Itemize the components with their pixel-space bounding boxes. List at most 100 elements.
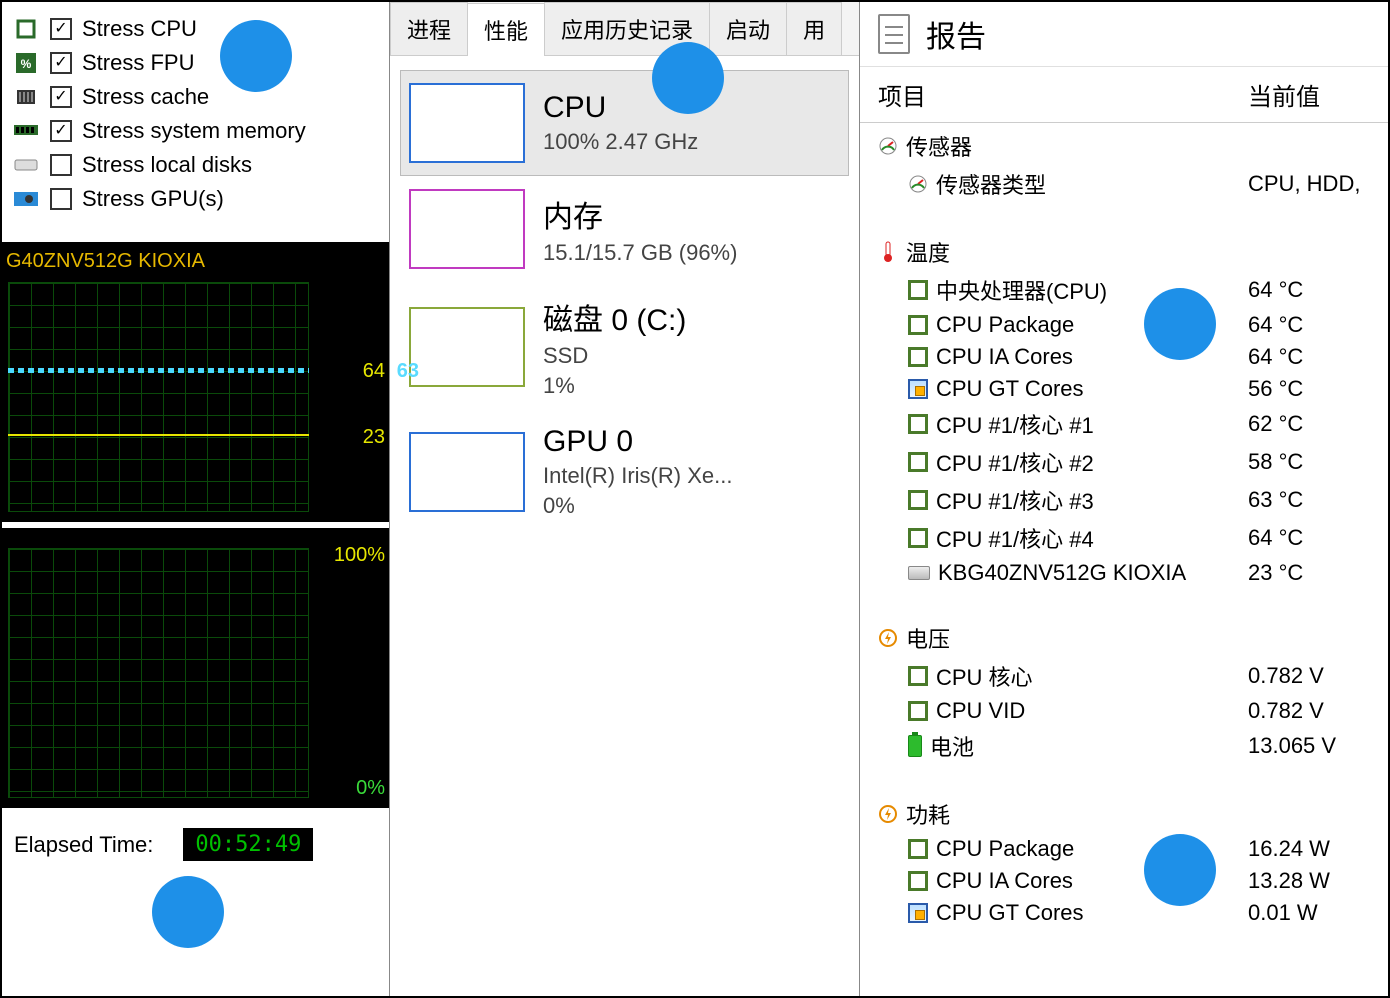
tab-0[interactable]: 进程 bbox=[390, 2, 468, 55]
cache-icon bbox=[12, 86, 40, 108]
tab-1[interactable]: 性能 bbox=[467, 3, 545, 56]
sensor-row[interactable]: 传感器 bbox=[860, 127, 1388, 165]
square-icon bbox=[908, 347, 928, 367]
sensor-row[interactable]: CPU Package 64 °C bbox=[860, 309, 1388, 341]
sensor-row[interactable]: CPU #1/核心 #4 64 °C bbox=[860, 519, 1388, 557]
sensor-value: 56 °C bbox=[1248, 376, 1388, 402]
sensor-value: 0.782 V bbox=[1248, 698, 1388, 724]
perf-thumb bbox=[409, 189, 525, 269]
sensor-value: 0.01 W bbox=[1248, 900, 1388, 926]
battery-icon bbox=[908, 735, 922, 757]
ssd-icon bbox=[908, 566, 930, 580]
stress-option[interactable]: ✓ Stress cache bbox=[12, 80, 379, 114]
column-item[interactable]: 项目 bbox=[860, 77, 1248, 112]
gpu-icon bbox=[12, 188, 40, 210]
sensor-row[interactable]: 电池 13.065 V bbox=[860, 727, 1388, 765]
perf-sub: 0% bbox=[543, 493, 732, 519]
sensor-row[interactable]: CPU #1/核心 #3 63 °C bbox=[860, 481, 1388, 519]
sensor-row[interactable]: CPU Package 16.24 W bbox=[860, 833, 1388, 865]
column-value[interactable]: 当前值 bbox=[1248, 77, 1388, 112]
checkbox[interactable] bbox=[50, 154, 72, 176]
perf-title: 内存 bbox=[543, 192, 737, 236]
perf-thumb bbox=[409, 83, 525, 163]
tab-4[interactable]: 用 bbox=[786, 2, 842, 55]
checkbox[interactable]: ✓ bbox=[50, 18, 72, 40]
sensor-name: 中央处理器(CPU) bbox=[936, 274, 1107, 306]
stress-option[interactable]: ✓ Stress CPU bbox=[12, 12, 379, 46]
square-icon bbox=[908, 871, 928, 891]
sensor-value: 64 °C bbox=[1248, 344, 1388, 370]
sensor-row[interactable]: CPU VID 0.782 V bbox=[860, 695, 1388, 727]
report-title: 报告 bbox=[926, 12, 986, 56]
checkbox[interactable] bbox=[50, 188, 72, 210]
sensor-row[interactable]: CPU GT Cores 0.01 W bbox=[860, 897, 1388, 929]
sensor-value: 58 °C bbox=[1248, 449, 1388, 475]
bolt-icon bbox=[878, 804, 898, 824]
sensor-value: 13.28 W bbox=[1248, 868, 1388, 894]
sensor-row[interactable]: CPU GT Cores 56 °C bbox=[860, 373, 1388, 405]
sensor-name: KBG40ZNV512G KIOXIA bbox=[938, 560, 1186, 586]
sensor-name: CPU GT Cores bbox=[936, 376, 1084, 402]
sensor-row[interactable]: CPU 核心 0.782 V bbox=[860, 657, 1388, 695]
sensor-name: CPU #1/核心 #4 bbox=[936, 522, 1094, 554]
sensor-group[interactable]: 电压 bbox=[860, 619, 1388, 657]
fpu-icon: % bbox=[12, 52, 40, 74]
checkbox[interactable]: ✓ bbox=[50, 52, 72, 74]
sensor-value: 64 °C bbox=[1248, 277, 1388, 303]
perf-sub: SSD bbox=[543, 343, 686, 369]
sensor-value: 62 °C bbox=[1248, 411, 1388, 437]
square-icon bbox=[908, 452, 928, 472]
sensor-row[interactable]: CPU IA Cores 13.28 W bbox=[860, 865, 1388, 897]
stress-option[interactable]: % ✓ Stress FPU bbox=[12, 46, 379, 80]
stress-label: Stress CPU bbox=[82, 16, 197, 42]
stress-option[interactable]: ✓ Stress system memory bbox=[12, 114, 379, 148]
perf-thumb bbox=[409, 432, 525, 512]
document-icon bbox=[878, 14, 910, 54]
report-panel: 报告 项目 当前值 传感器 传感器类型 CPU, HDD, 温度 中央处理器(C… bbox=[860, 2, 1388, 996]
stress-test-panel: ✓ Stress CPU % ✓ Stress FPU ✓ Stress cac… bbox=[2, 2, 390, 996]
elapsed-value: 00:52:49 bbox=[183, 828, 313, 861]
stress-label: Stress GPU(s) bbox=[82, 186, 224, 212]
graph-title: G40ZNV512G KIOXIA bbox=[2, 242, 389, 277]
sensor-name: CPU 核心 bbox=[936, 660, 1033, 692]
sensor-group[interactable]: 温度 bbox=[860, 233, 1388, 271]
highlight-marker bbox=[652, 42, 724, 114]
checkbox[interactable]: ✓ bbox=[50, 120, 72, 142]
square-icon bbox=[908, 414, 928, 434]
sensor-row[interactable]: 中央处理器(CPU) 64 °C bbox=[860, 271, 1388, 309]
perf-sub: 100% 2.47 GHz bbox=[543, 129, 698, 155]
sensor-name: CPU #1/核心 #3 bbox=[936, 484, 1094, 516]
square-icon bbox=[908, 315, 928, 335]
utilization-graph: 100% 0% bbox=[2, 528, 389, 808]
perf-title: 磁盘 0 (C:) bbox=[543, 295, 686, 339]
sensor-name: 电池 bbox=[930, 730, 974, 762]
sensor-row[interactable]: CPU #1/核心 #1 62 °C bbox=[860, 405, 1388, 443]
stress-label: Stress local disks bbox=[82, 152, 252, 178]
sensor-value: 13.065 V bbox=[1248, 733, 1388, 759]
perf-item[interactable]: CPU 100% 2.47 GHz bbox=[400, 70, 849, 176]
square-icon bbox=[908, 280, 928, 300]
sensor-row[interactable]: CPU #1/核心 #2 58 °C bbox=[860, 443, 1388, 481]
checkbox[interactable]: ✓ bbox=[50, 86, 72, 108]
perf-thumb bbox=[409, 307, 525, 387]
stress-option[interactable]: Stress local disks bbox=[12, 148, 379, 182]
cpu-icon bbox=[12, 18, 40, 40]
perf-item[interactable]: 内存 15.1/15.7 GB (96%) bbox=[400, 176, 849, 282]
square-gpu-icon bbox=[908, 903, 928, 923]
square-icon bbox=[908, 528, 928, 548]
disk-icon bbox=[12, 154, 40, 176]
sensor-row[interactable]: 传感器类型 CPU, HDD, bbox=[860, 165, 1388, 203]
temperature-graph: G40ZNV512G KIOXIA 64 63 23 bbox=[2, 242, 389, 522]
perf-item[interactable]: 磁盘 0 (C:) SSD1% bbox=[400, 282, 849, 412]
tab-3[interactable]: 启动 bbox=[709, 2, 787, 55]
perf-sub: Intel(R) Iris(R) Xe... bbox=[543, 463, 732, 489]
sensor-value: 0.782 V bbox=[1248, 663, 1388, 689]
highlight-marker bbox=[220, 20, 292, 92]
square-icon bbox=[908, 839, 928, 859]
sensor-row[interactable]: KBG40ZNV512G KIOXIA 23 °C bbox=[860, 557, 1388, 589]
perf-item[interactable]: GPU 0 Intel(R) Iris(R) Xe...0% bbox=[400, 412, 849, 532]
sensor-row[interactable]: CPU IA Cores 64 °C bbox=[860, 341, 1388, 373]
sensor-group[interactable]: 功耗 bbox=[860, 795, 1388, 833]
task-manager-panel: 进程性能应用历史记录启动用 CPU 100% 2.47 GHz 内存 15.1/… bbox=[390, 2, 860, 996]
stress-option[interactable]: Stress GPU(s) bbox=[12, 182, 379, 216]
